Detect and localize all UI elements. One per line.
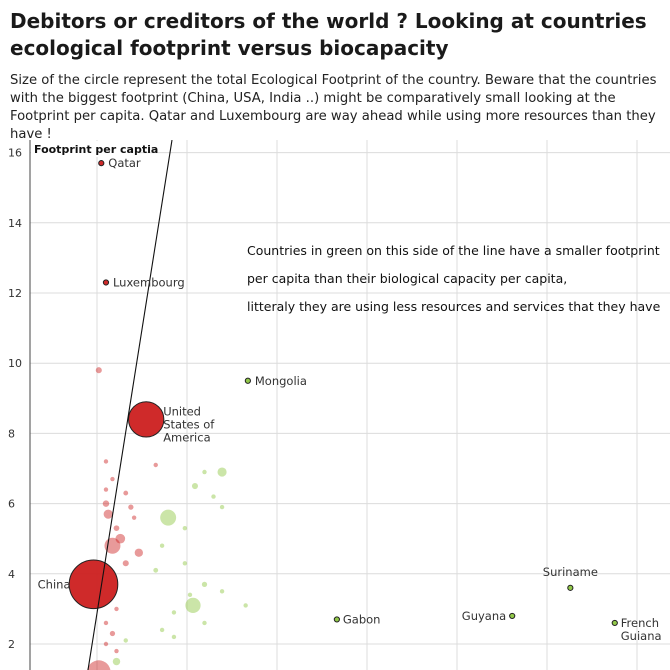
data-point — [113, 525, 120, 532]
point-label: Luxembourg — [113, 275, 185, 289]
y-axis-ticks: 2 4 6 8 10 12 14 16 — [8, 147, 22, 651]
point-label: China — [38, 577, 71, 591]
point-labels: Qatar Luxembourg Mongolia United States of Am… — [38, 156, 662, 643]
labeled-data-point — [611, 619, 618, 627]
y-tick-label: 4 — [8, 568, 15, 581]
data-point — [219, 504, 225, 510]
y-tick-label: 16 — [8, 147, 22, 160]
data-point — [219, 589, 225, 594]
labeled-data-point — [128, 401, 165, 438]
scatter-chart: 2 4 6 8 10 12 14 16 Qatar Luxembourg Mongolia Unit… — [8, 140, 670, 670]
point-label: Gabon — [343, 612, 381, 626]
chart-subtitle: Size of the circle represent the total E… — [10, 73, 657, 142]
data-point — [182, 561, 188, 566]
data-point — [114, 648, 119, 654]
data-point — [123, 490, 129, 496]
annotation: Countries in green on this side of the l… — [247, 243, 661, 314]
data-point — [114, 606, 119, 612]
data-point — [131, 515, 137, 520]
point-label: Guyana — [462, 609, 506, 623]
y-tick-label: 2 — [8, 638, 15, 651]
data-point — [171, 634, 177, 640]
data-point — [115, 533, 126, 544]
labeled-data-point — [567, 584, 574, 591]
y-axis-label: Footprint per captia — [34, 143, 158, 156]
annotation-line-2: per capita than their biological capacit… — [247, 271, 567, 286]
labeled-data-point — [102, 279, 110, 286]
point-label: Mongolia — [255, 374, 307, 388]
data-point — [110, 476, 115, 482]
data-point — [160, 509, 177, 526]
data-point — [112, 657, 121, 666]
data-point — [87, 660, 111, 670]
y-tick-label: 14 — [8, 217, 22, 230]
data-point — [128, 504, 134, 510]
data-point — [153, 462, 158, 468]
data-points — [68, 160, 618, 670]
grid — [29, 140, 670, 670]
data-point — [134, 548, 143, 557]
labeled-data-point — [244, 377, 251, 384]
data-point — [159, 627, 165, 633]
data-point — [103, 641, 109, 647]
data-point — [159, 543, 165, 548]
labeled-data-point — [509, 612, 516, 620]
y-tick-label: 6 — [8, 498, 15, 511]
data-point — [211, 494, 216, 499]
data-point — [182, 525, 188, 531]
reference-line-group — [87, 140, 173, 670]
point-label: French Guiana — [621, 616, 662, 643]
data-point — [153, 567, 159, 573]
y-tick-label: 10 — [8, 357, 22, 370]
data-point — [109, 630, 116, 637]
y-tick-label: 8 — [8, 427, 15, 440]
data-point — [187, 592, 193, 598]
data-point — [217, 467, 227, 477]
data-point — [122, 560, 129, 567]
point-label: Suriname — [543, 565, 598, 579]
annotation-line-1: Countries in green on this side of the l… — [247, 243, 660, 258]
data-point — [201, 581, 208, 587]
data-point — [191, 483, 199, 490]
labeled-data-point — [98, 160, 105, 167]
annotation-line-3: litteraly they are using less resources … — [247, 299, 661, 314]
data-point — [103, 459, 109, 464]
data-point — [243, 603, 248, 608]
data-point — [202, 469, 207, 475]
labeled-data-point — [333, 616, 340, 623]
chart-title: Debitors or creditors of the world ? Loo… — [10, 9, 647, 60]
data-point — [103, 509, 113, 519]
data-point — [95, 367, 102, 374]
data-point — [103, 487, 109, 492]
reference-line — [87, 140, 173, 670]
data-point — [202, 620, 207, 626]
labeled-data-point — [68, 559, 119, 610]
y-axis-label-bg — [31, 141, 139, 157]
point-label: Qatar — [108, 156, 141, 170]
data-point — [185, 597, 201, 613]
data-point — [102, 500, 110, 507]
data-point — [103, 620, 109, 626]
point-label: United States of America — [163, 404, 215, 444]
y-tick-label: 12 — [8, 287, 22, 300]
data-point — [171, 610, 177, 615]
data-point — [123, 638, 128, 643]
